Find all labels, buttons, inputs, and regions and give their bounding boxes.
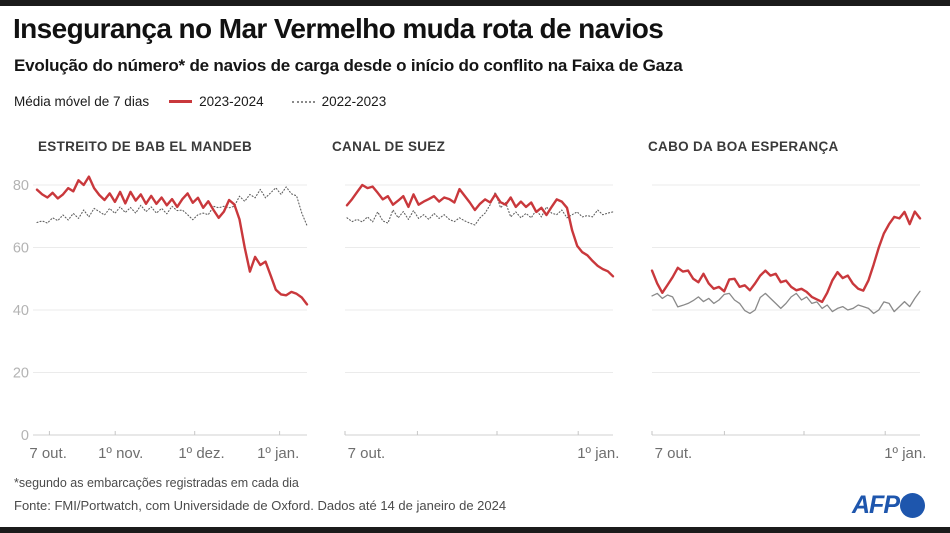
top-rule [0, 0, 950, 6]
chart-title-canal-de-suez: CANAL DE SUEZ [332, 139, 446, 154]
series-line-2023-2024 [35, 175, 309, 306]
x-axis-label: 1º nov. [98, 445, 143, 462]
chart-canal-de-suez: 7 out. 1º jan. [344, 183, 619, 462]
page-subtitle: Evolução do número* de navios de carga d… [14, 56, 683, 75]
x-axis-label: 7 out. [29, 445, 67, 462]
chart-cabo-boa-esperanca: 7 out. 1º jan. [650, 184, 926, 462]
series-line-2022-2023 [36, 186, 308, 227]
afp-logo: AFP [852, 491, 925, 520]
legend-swatch-solid-line [169, 100, 193, 103]
x-axis-label: 1º jan. [577, 445, 619, 462]
page-title: Insegurança no Mar Vermelho muda rota de… [13, 13, 664, 44]
series-line-2022-2023 [346, 191, 614, 226]
legend-item-2022-2023: 2022-2023 [291, 94, 387, 109]
chart-title-cabo-boa-esperanca: CABO DA BOA ESPERANÇA [648, 139, 839, 154]
afp-globe-icon [900, 493, 925, 518]
x-axis-label: 7 out. [655, 445, 693, 462]
legend-item-label: 2023-2024 [199, 94, 264, 109]
legend: Média móvel de 7 dias 2023-2024 2022-202… [14, 94, 414, 109]
series-line-2023-2024 [650, 210, 922, 304]
series-line-2022-2023 [651, 290, 921, 315]
legend-item-label: 2022-2023 [321, 94, 387, 109]
y-axis-label: 0 [21, 428, 29, 444]
y-axis-label: 20 [13, 366, 29, 382]
legend-label: Média móvel de 7 dias [14, 94, 150, 109]
y-axis-label: 40 [13, 303, 29, 319]
bottom-rule [0, 527, 950, 533]
afp-logo-text: AFP [852, 491, 900, 519]
y-axis-label: 60 [13, 241, 29, 257]
source-line: Fonte: FMI/Portwatch, com Universidade d… [14, 498, 507, 513]
x-axis-label: 1º jan. [257, 445, 299, 462]
chart-title-bab-el-mandeb: ESTREITO DE BAB EL MANDEB [38, 139, 253, 154]
x-axis-label: 1º dez. [178, 445, 224, 462]
y-axis-label: 80 [13, 178, 29, 194]
legend-item-2023-2024: 2023-2024 [169, 94, 264, 109]
x-axis-label: 1º jan. [884, 445, 926, 462]
chart-bab-el-mandeb: 0 20 40 60 80 7 out. 1º nov. 1º dez. 1º jan. [13, 175, 309, 462]
footnote: *segundo as embarcações registradas em c… [14, 476, 299, 490]
legend-swatch-dotted-line [291, 100, 315, 103]
x-axis-label: 7 out. [348, 445, 386, 462]
series-line-2023-2024 [345, 183, 615, 278]
